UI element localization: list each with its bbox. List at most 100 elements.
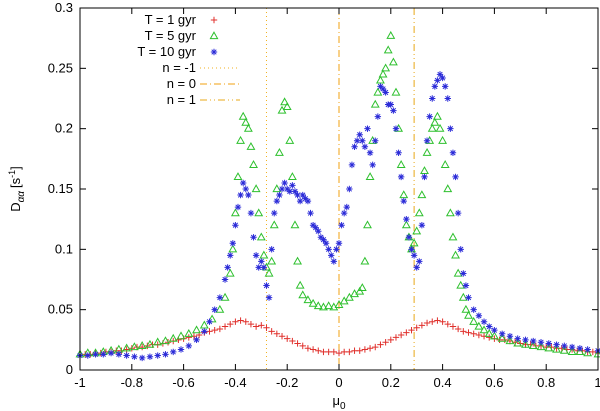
legend-marker <box>209 31 219 40</box>
data-point <box>456 280 466 289</box>
data-point <box>426 113 433 120</box>
data-point <box>343 203 350 211</box>
x-tick-label: 0.6 <box>485 375 503 390</box>
data-point <box>154 352 161 359</box>
legend-label: T = 1 gyr <box>145 12 197 27</box>
legend-label: n = 0 <box>167 76 196 91</box>
data-point <box>460 270 467 277</box>
data-point <box>479 325 489 334</box>
data-point <box>447 125 454 132</box>
data-point <box>176 331 186 340</box>
data-point <box>460 328 467 335</box>
data-point <box>429 318 436 325</box>
data-point <box>561 342 568 350</box>
legend-entry: T = 5 gyr <box>145 28 219 43</box>
data-point <box>201 328 208 335</box>
data-point <box>247 320 255 328</box>
data-point <box>304 197 312 205</box>
data-point <box>216 294 224 301</box>
data-point <box>335 349 343 357</box>
data-point <box>439 74 446 82</box>
data-point <box>307 209 314 217</box>
data-point <box>328 252 335 259</box>
data-point <box>295 280 305 289</box>
data-point <box>443 184 453 193</box>
data-point <box>245 191 252 199</box>
data-point <box>304 345 312 352</box>
data-point <box>319 302 328 311</box>
data-point <box>232 318 239 325</box>
data-point <box>470 306 477 313</box>
data-point <box>454 209 462 217</box>
data-point <box>449 323 457 330</box>
data-point <box>506 333 514 340</box>
data-point <box>387 336 394 344</box>
data-point <box>285 135 295 144</box>
data-point <box>396 160 406 168</box>
data-point <box>312 224 319 231</box>
legend-marker <box>210 48 218 56</box>
data-point <box>84 352 91 359</box>
data-point <box>390 107 397 114</box>
data-point <box>377 341 384 348</box>
data-point <box>405 234 413 241</box>
data-point <box>278 333 286 340</box>
data-point <box>438 135 448 144</box>
data-point <box>399 190 409 199</box>
data-point <box>449 149 457 156</box>
data-point <box>458 292 468 301</box>
data-point <box>260 264 268 271</box>
data-point <box>242 185 249 193</box>
data-point <box>263 282 270 289</box>
x-axis-label: μ0 <box>332 393 346 411</box>
data-point <box>193 336 200 344</box>
data-point <box>122 343 132 352</box>
data-point <box>273 330 281 337</box>
data-point <box>559 345 569 354</box>
legend-entry: T = 10 gyr <box>137 44 218 59</box>
data-point <box>430 117 440 126</box>
data-point <box>513 338 523 347</box>
data-point <box>252 323 260 330</box>
data-point <box>131 353 138 360</box>
data-point <box>410 252 418 259</box>
data-point <box>220 292 230 301</box>
data-point <box>434 317 441 324</box>
data-point <box>383 45 393 54</box>
y-axis-label: Dαα[s-1] <box>7 166 27 212</box>
x-tick-label: 0.8 <box>537 375 555 390</box>
data-point <box>392 125 400 132</box>
reference-lines <box>265 8 415 370</box>
data-point <box>145 339 155 348</box>
data-point <box>348 161 356 169</box>
data-point <box>553 341 560 348</box>
data-point <box>280 97 290 106</box>
data-point <box>386 30 396 39</box>
y-tick-label: 0.15 <box>48 181 73 196</box>
data-point <box>568 343 576 351</box>
data-point <box>238 111 248 120</box>
data-point <box>302 195 309 202</box>
data-point <box>497 333 507 342</box>
data-point <box>229 240 237 247</box>
data-point <box>258 258 265 265</box>
data-point <box>299 342 306 350</box>
data-point <box>382 89 389 96</box>
data-point <box>420 166 429 174</box>
data-point <box>153 337 163 346</box>
data-point <box>258 322 265 329</box>
data-point <box>237 317 244 324</box>
data-point <box>346 185 353 193</box>
data-point <box>185 342 192 350</box>
data-point <box>269 220 279 229</box>
data-point <box>484 328 494 337</box>
data-point <box>199 320 209 329</box>
data-point <box>416 258 423 265</box>
data-point <box>361 143 369 150</box>
data-point <box>414 208 424 217</box>
data-point <box>215 304 225 313</box>
data-point <box>100 351 107 358</box>
data-point <box>324 301 334 310</box>
data-point <box>381 63 391 72</box>
data-point <box>366 149 374 156</box>
